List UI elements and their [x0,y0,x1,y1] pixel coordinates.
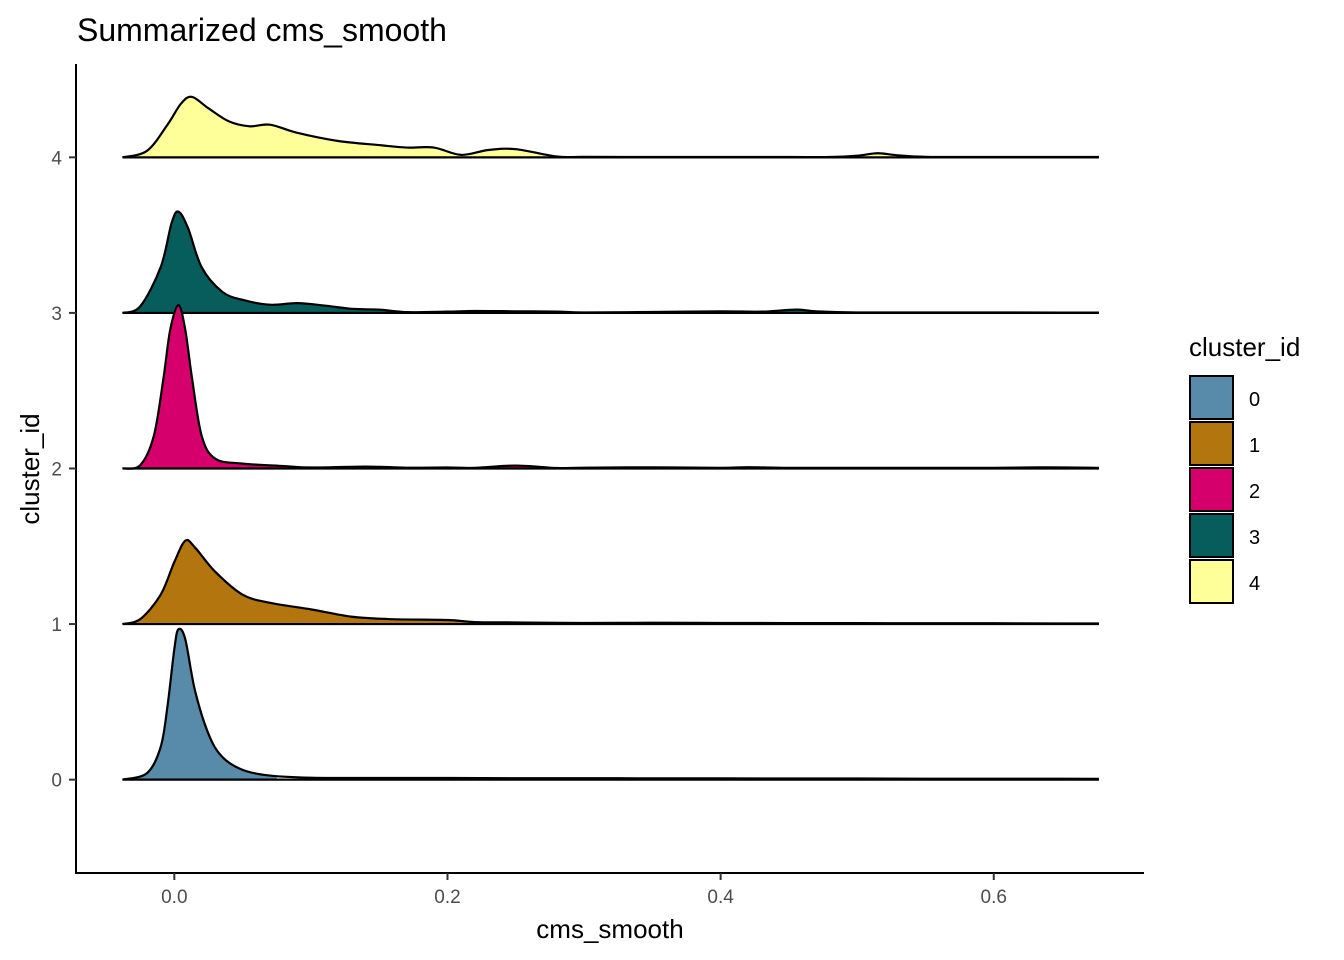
chart-title: Summarized cms_smooth [77,12,447,48]
y-tick-label: 2 [51,460,62,481]
y-tick-label: 3 [51,304,62,325]
x-axis-title: cms_smooth [536,914,683,944]
legend-label-0: 0 [1249,389,1260,411]
legend-label-3: 3 [1249,527,1260,549]
x-tick-label: 0.0 [161,887,187,908]
ridge-fill-1 [122,540,544,625]
x-tick-label: 0.6 [981,887,1007,908]
legend-key-3 [1189,513,1234,558]
y-tick-label: 4 [51,148,62,169]
legend-label-2: 2 [1249,481,1260,503]
ridge-fill-4 [122,96,1099,158]
ridge-outline-4 [122,95,1099,159]
legend: cluster_id 0 1 2 3 4 [1189,332,1300,604]
x-tick-label: 0.2 [434,887,460,908]
legend-title: cluster_id [1189,332,1300,362]
ridge-outline-2 [122,304,1099,470]
legend-key-2 [1189,467,1234,512]
ridge-fill-3 [122,211,817,313]
y-axis-title: cluster_id [15,413,45,524]
y-tick-label: 1 [51,615,62,636]
ridge-outline-0 [122,627,1099,781]
ridge-fill-2 [122,305,544,469]
ridges-group [122,95,1099,781]
ridge-outline-1 [122,538,1099,626]
legend-label-1: 1 [1249,435,1260,457]
y-tick-label: 0 [51,771,62,792]
ridge-outline-3 [122,210,1099,314]
legend-key-0 [1189,375,1234,420]
legend-key-4 [1189,559,1234,604]
ridge-fill-0 [122,628,277,780]
legend-items: 0 1 2 3 4 [1189,375,1260,604]
legend-key-1 [1189,421,1234,466]
x-axis-ticks: 0.0 0.2 0.4 0.6 [161,873,1007,908]
legend-label-4: 4 [1249,573,1260,595]
x-tick-label: 0.4 [707,887,734,908]
y-axis-ticks: 0 1 2 3 4 [51,148,76,792]
